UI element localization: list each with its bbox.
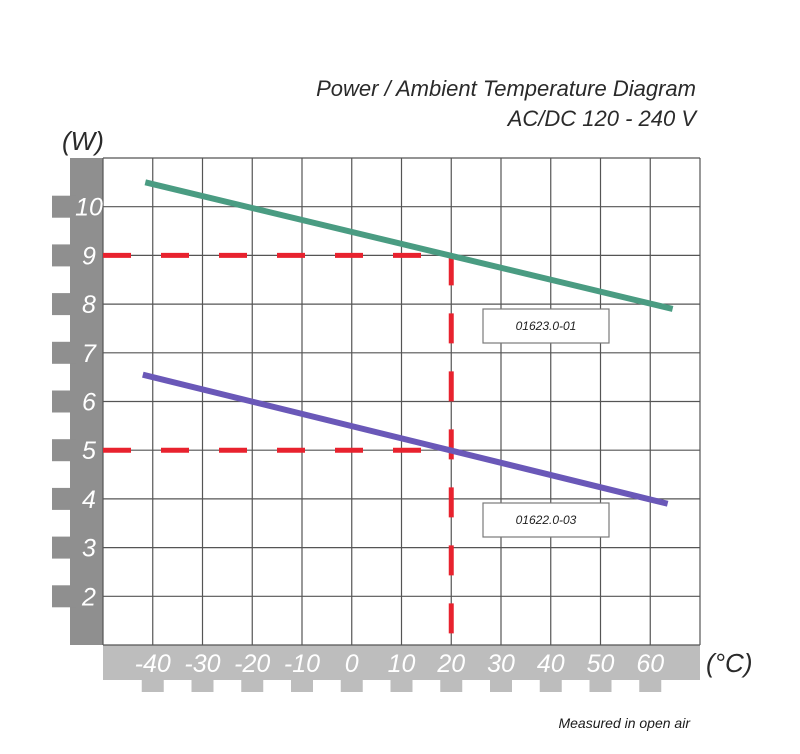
x-tick-tab [340, 679, 363, 692]
y-tick-label: 7 [82, 340, 97, 368]
series-label-box [482, 502, 610, 538]
y-tick-label: 8 [82, 291, 96, 319]
axis-frame [52, 158, 700, 692]
x-tick-label: -10 [284, 650, 320, 678]
x-tick-label: -30 [184, 650, 220, 678]
x-tick-label: -20 [234, 650, 270, 678]
y-tick-label: 3 [82, 535, 96, 563]
x-tick-label: 40 [537, 650, 565, 678]
x-tick-tab [490, 679, 512, 692]
x-tick-tab [440, 679, 463, 692]
y-tick-tab [52, 536, 76, 559]
x-axis-band [103, 645, 700, 680]
x-tick-label: 50 [587, 650, 615, 678]
y-tick-tab [52, 195, 76, 218]
chart-title: Power / Ambient Temperature Diagram [316, 76, 696, 101]
x-tick-tab [191, 679, 214, 692]
series-label: 01622.0-03 [516, 513, 577, 527]
tick-labels: 2 3 4 5 6 7 8 9 10 -40 -30 -20 -10 0 10 20 30 40 50 60 [75, 194, 664, 678]
y-tick-label: 4 [82, 486, 96, 514]
series-labels: 01623.0-01 01622.0-03 [482, 308, 610, 538]
y-tick-tab [52, 585, 76, 608]
x-tick-label: 20 [436, 650, 465, 678]
x-axis-unit: (°C) [706, 648, 753, 678]
x-tick-label: 10 [388, 650, 416, 678]
y-tick-label: 9 [82, 242, 96, 270]
x-tick-tab [390, 679, 413, 692]
x-tick-tab [639, 679, 662, 692]
y-axis-unit: (W) [62, 126, 104, 156]
x-tick-tab [241, 679, 264, 692]
series-lines [142, 179, 674, 507]
y-tick-label: 6 [82, 389, 96, 417]
x-tick-tab [291, 679, 313, 692]
x-tick-tab [141, 679, 164, 692]
series-label-box [482, 308, 610, 344]
x-tick-label: 30 [487, 650, 515, 678]
y-tick-label: 2 [81, 583, 96, 611]
series-line-1 [144, 179, 674, 312]
y-tick-tab [52, 293, 76, 316]
y-tick-tab [52, 439, 76, 462]
x-tick-tab [539, 679, 562, 692]
y-tick-label: 10 [75, 194, 103, 222]
x-tick-label: 60 [636, 650, 664, 678]
grid-lines [102, 157, 701, 646]
chart-subtitle: AC/DC 120 - 240 V [506, 106, 699, 131]
y-tick-tab [52, 244, 76, 267]
y-tick-tab [52, 341, 76, 364]
x-tick-tab [589, 679, 612, 692]
y-tick-tab [52, 487, 76, 510]
y-tick-label: 5 [82, 437, 96, 465]
series-label: 01623.0-01 [516, 319, 577, 333]
x-tick-label: 0 [345, 650, 359, 678]
x-tick-label: -40 [135, 650, 171, 678]
y-tick-tab [52, 390, 76, 413]
measurement-note: Measured in open air [558, 715, 691, 731]
series-line-2 [142, 371, 669, 507]
